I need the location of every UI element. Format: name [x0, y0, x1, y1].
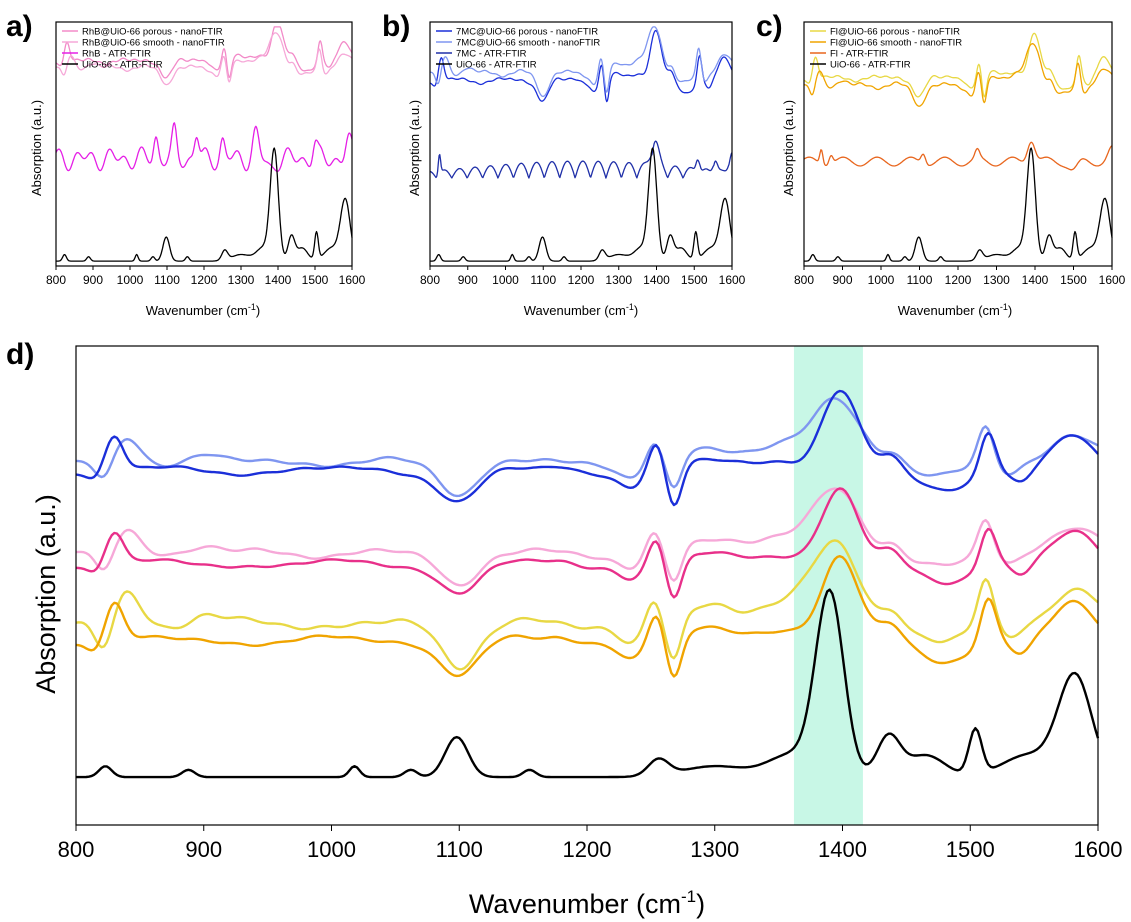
series-line-4 — [75, 539, 1099, 671]
x-tick-label: 1200 — [191, 273, 218, 287]
x-tick-label: 900 — [83, 273, 103, 287]
series-line-2 — [429, 140, 733, 179]
x-tick-label: 1400 — [818, 837, 867, 862]
legend-entry: 7MC@UiO-66 porous - nanoFTIR — [456, 27, 598, 38]
series-line-3 — [804, 147, 1113, 262]
x-tick-label: 1600 — [339, 273, 366, 287]
x-tick-label: 1600 — [1074, 837, 1123, 862]
x-tick-label: 800 — [46, 273, 66, 287]
x-tick-label: 1400 — [265, 273, 292, 287]
legend-entry: Fl@UiO-66 porous - nanoFTIR — [830, 27, 960, 38]
legend-entry: Fl - ATR-FTIR — [830, 49, 889, 60]
series-line-5 — [75, 555, 1099, 678]
series-line-0 — [803, 32, 1113, 98]
series-line-0 — [55, 26, 353, 79]
x-tick-label: 1000 — [117, 273, 144, 287]
x-tick-label: 800 — [420, 273, 440, 287]
x-tick-label: 1000 — [492, 273, 519, 287]
x-tick-label: 1200 — [945, 273, 972, 287]
x-tick-label: 1100 — [154, 273, 180, 287]
x-tick-label: 1500 — [946, 837, 995, 862]
series-line-1 — [75, 389, 1099, 507]
panel-a-x-axis-label: Wavenumber (cm-1) — [146, 302, 260, 318]
x-tick-label: 1000 — [307, 837, 356, 862]
x-tick-label: 1100 — [436, 837, 483, 862]
x-tick-label: 1000 — [868, 273, 895, 287]
panel-d-x-ticks: 800 900 1000 1100 1200 1300 1400 1500 1600 — [58, 825, 1123, 862]
panel-a: a) 800 900 1000 1100 1200 1300 1400 1500 1600 Wa… — [6, 10, 366, 318]
x-tick-label: 1500 — [302, 273, 329, 287]
x-tick-label: 1600 — [1099, 273, 1126, 287]
series-line-0 — [429, 29, 733, 103]
x-tick-label: 1200 — [563, 837, 612, 862]
x-tick-label: 1500 — [681, 273, 708, 287]
series-line-3 — [430, 147, 733, 262]
panel-b-x-axis-label: Wavenumber (cm-1) — [524, 302, 638, 318]
series-line-2 — [803, 141, 1113, 171]
legend-entry: RhB@UiO-66 porous - nanoFTIR — [82, 27, 223, 38]
legend-entry: 7MC - ATR-FTIR — [456, 49, 527, 60]
plot-frame — [75, 345, 1099, 826]
series-line-2 — [75, 487, 1099, 587]
x-tick-label: 1300 — [228, 273, 255, 287]
panel-c: c) 800 900 1000 1100 1200 1300 1400 1500 1600 Wa… — [756, 10, 1126, 318]
legend-entry: Fl@UiO-66 smooth - nanoFTIR — [830, 38, 962, 49]
series-line-3 — [75, 487, 1099, 599]
panel-b: b) 800 900 1000 1100 1200 1300 1400 1500 1600 Wa… — [382, 10, 746, 318]
x-tick-label: 1300 — [983, 273, 1010, 287]
panel-d: d) 800 900 1000 1100 1200 1300 1400 1500 1600 Wa… — [6, 338, 1122, 919]
series-line-6 — [76, 588, 1100, 779]
panel-a-y-axis-label: Absorption (a.u.) — [29, 100, 44, 196]
panel-a-label: a) — [6, 10, 33, 43]
legend-entry: UiO-66 - ATR-FTIR — [830, 60, 911, 71]
x-tick-label: 900 — [832, 273, 852, 287]
x-tick-label: 800 — [794, 273, 814, 287]
x-tick-label: 1400 — [643, 273, 670, 287]
panel-b-x-ticks: 800 900 1000 1100 1200 1300 1400 1500 1600 — [420, 266, 746, 287]
series-line-1 — [803, 43, 1113, 107]
panel-c-y-axis-label: Absorption (a.u.) — [781, 100, 796, 196]
panel-b-y-axis-label: Absorption (a.u.) — [407, 100, 422, 196]
series-line-1 — [55, 32, 353, 86]
panel-a-x-ticks: 800 900 1000 1100 1200 1300 1400 1500 1600 — [46, 266, 366, 287]
series-line-2 — [55, 122, 353, 173]
legend-entry: UiO-66 - ATR-FTIR — [82, 60, 163, 71]
series-line-3 — [56, 147, 353, 262]
legend-entry: 7MC@UiO-66 smooth - nanoFTIR — [456, 38, 600, 49]
legend-entry: UiO-66 - ATR-FTIR — [456, 60, 537, 71]
x-tick-label: 1300 — [605, 273, 632, 287]
x-tick-label: 900 — [458, 273, 478, 287]
panel-d-label: d) — [6, 338, 34, 371]
highlight-band — [793, 346, 863, 825]
x-tick-label: 1100 — [907, 273, 933, 287]
panel-b-label: b) — [382, 10, 410, 43]
x-tick-label: 1400 — [1022, 273, 1049, 287]
panel-d-plot — [75, 345, 1100, 826]
x-tick-label: 1200 — [568, 273, 595, 287]
x-tick-label: 900 — [185, 837, 222, 862]
panel-c-x-ticks: 800 900 1000 1100 1200 1300 1400 1500 1600 — [794, 266, 1126, 287]
panel-c-label: c) — [756, 10, 783, 43]
series-line-1 — [430, 26, 733, 98]
series-line-0 — [75, 397, 1099, 498]
x-tick-label: 800 — [58, 837, 95, 862]
x-tick-label: 1100 — [530, 273, 556, 287]
panel-c-x-axis-label: Wavenumber (cm-1) — [898, 302, 1012, 318]
panel-c-plot — [803, 21, 1113, 267]
panel-d-y-axis-label: Absorption (a.u.) — [31, 494, 61, 694]
x-tick-label: 1500 — [1060, 273, 1087, 287]
x-tick-label: 1300 — [690, 837, 739, 862]
x-tick-label: 1600 — [719, 273, 746, 287]
legend-entry: RhB - ATR-FTIR — [82, 49, 151, 60]
legend-entry: RhB@UiO-66 smooth - nanoFTIR — [82, 38, 225, 49]
panel-d-x-axis-label: Wavenumber (cm-1) — [469, 887, 705, 919]
